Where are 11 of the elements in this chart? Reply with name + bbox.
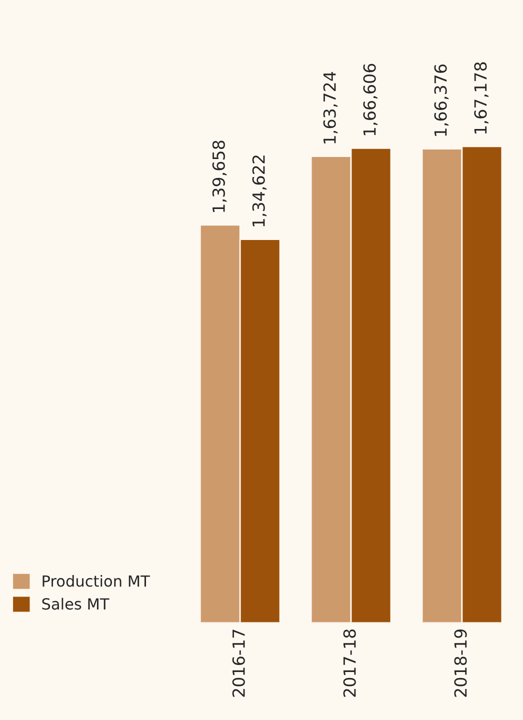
data-label: 1,39,658 [212, 140, 227, 212]
data-label: 1,34,622 [252, 156, 267, 226]
data-label: 1,66,376 [434, 64, 449, 136]
data-label: 1,67,178 [474, 62, 488, 134]
legend-label: Sales MT [42, 598, 110, 610]
x-tick-label: 2016-17 [232, 630, 245, 697]
data-label: 1,63,724 [323, 72, 338, 144]
x-tick-label: 2018-19 [454, 630, 467, 697]
x-tick-label: 2017-18 [343, 629, 356, 697]
legend-label: Production MT [42, 574, 150, 587]
data-label: 1,66,606 [363, 64, 378, 136]
